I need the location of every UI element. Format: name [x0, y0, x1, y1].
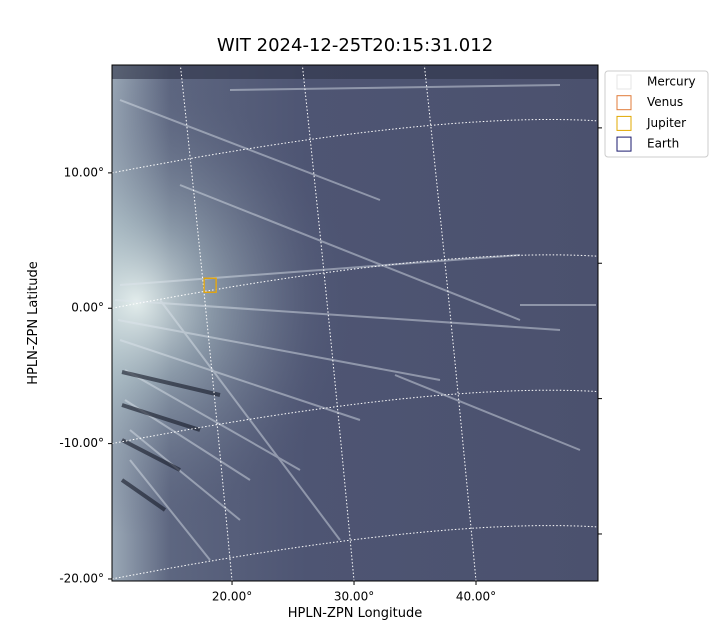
- grid-line: [111, 389, 599, 445]
- x-tick-label: 30.00°: [334, 590, 374, 604]
- x-tick-label: 20.00°: [212, 590, 252, 604]
- grid-line: [301, 61, 355, 582]
- y-tick-label: -20.00°: [59, 571, 104, 585]
- y-tick-label: 0.00°: [71, 301, 104, 315]
- grid-line: [423, 61, 477, 582]
- legend-swatch: [616, 115, 632, 131]
- legend-label: Earth: [647, 137, 679, 151]
- y-tick-label: -10.00°: [59, 436, 104, 450]
- legend-swatch: [616, 95, 632, 111]
- legend-swatch: [616, 74, 632, 90]
- y-axis-label: HPLN-ZPN Latitude: [26, 261, 41, 384]
- legend-label: Jupiter: [646, 116, 686, 130]
- chart-title: WIT 2024-12-25T20:15:31.012: [217, 35, 493, 56]
- legend-label: Mercury: [647, 75, 696, 89]
- grid-line: [111, 119, 599, 174]
- planet-marker: [203, 277, 217, 293]
- y-tick-label: 10.00°: [64, 165, 104, 179]
- legend-label: Venus: [647, 95, 683, 109]
- x-axis-label: HPLN-ZPN Longitude: [288, 606, 423, 621]
- legend-swatch: [616, 136, 632, 152]
- axes-frame: [111, 64, 599, 582]
- grid: [111, 61, 599, 582]
- x-tick-label: 40.00°: [456, 590, 496, 604]
- grid-line: [179, 61, 233, 582]
- legend-box: [604, 70, 709, 158]
- grid-line: [111, 254, 599, 309]
- image: [112, 65, 598, 581]
- grid-line: [111, 525, 599, 580]
